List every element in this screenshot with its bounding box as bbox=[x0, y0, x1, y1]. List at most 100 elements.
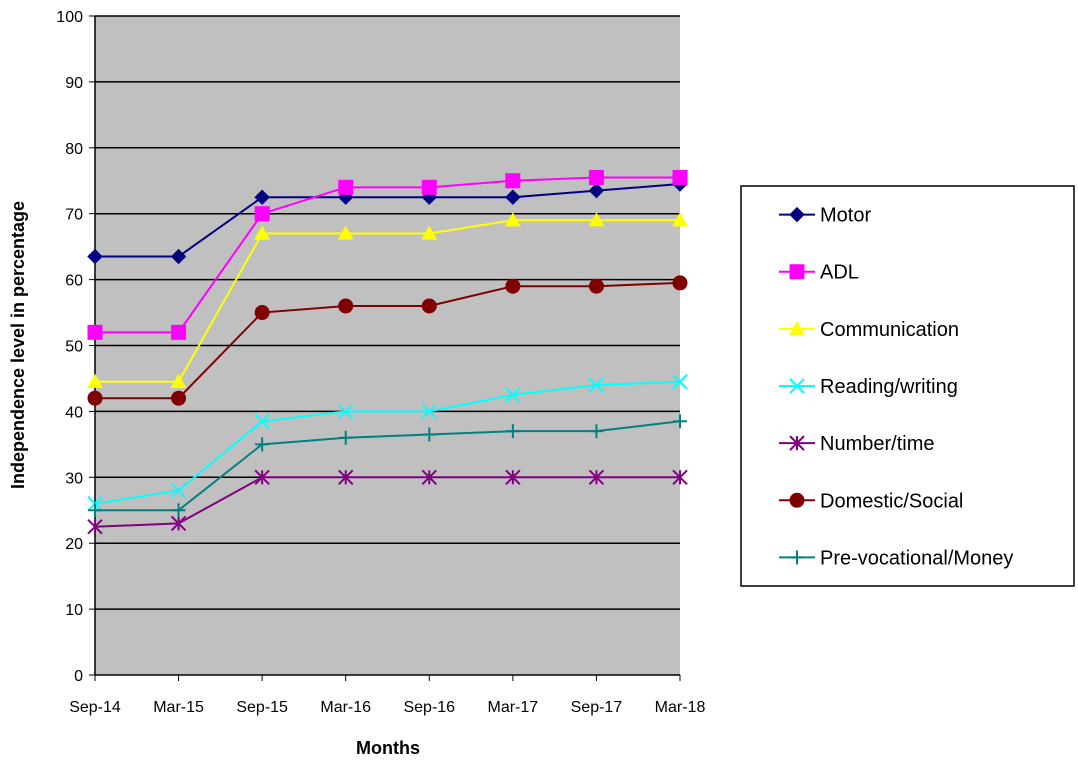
legend: Motor ADL Communication Reading/writing Numb… bbox=[779, 205, 1013, 569]
data-point-reading-writing bbox=[338, 403, 354, 420]
data-point-domestic-social bbox=[87, 390, 103, 406]
data-point-adl bbox=[588, 169, 604, 185]
series-adl bbox=[87, 169, 688, 340]
legend-label: Motor bbox=[820, 205, 871, 227]
y-tick-label: 20 bbox=[65, 536, 83, 553]
series-line-domestic-social bbox=[95, 281, 681, 400]
data-point-pre-vocational-money bbox=[338, 430, 353, 445]
data-point-domestic-social bbox=[421, 298, 437, 314]
data-point-number-time bbox=[338, 469, 354, 486]
legend-item-motor: Motor bbox=[779, 205, 871, 227]
y-tick-label: 100 bbox=[56, 9, 83, 26]
legend-item-domestic-social: Domestic/Social bbox=[779, 490, 963, 512]
x-tick-label: Sep-16 bbox=[403, 699, 455, 716]
data-point-domestic-social bbox=[254, 305, 270, 321]
series-line-communication bbox=[95, 219, 680, 383]
data-point-domestic-social bbox=[588, 278, 604, 294]
data-point-number-time bbox=[672, 469, 688, 486]
x-tick-label: Mar-15 bbox=[153, 699, 204, 716]
data-point-domestic-social bbox=[338, 298, 354, 314]
data-point-domestic-social bbox=[171, 390, 187, 406]
x-tick-label: Mar-16 bbox=[320, 699, 371, 716]
legend-marker bbox=[789, 206, 805, 223]
x-axis-title: Months bbox=[356, 738, 420, 758]
data-point-reading-writing-stroke bbox=[672, 374, 688, 390]
data-point-adl bbox=[171, 324, 187, 340]
data-point-pre-vocational-money bbox=[422, 427, 437, 442]
data-point-adl bbox=[505, 173, 521, 189]
legend-item-reading-writing: Reading/writing bbox=[779, 376, 958, 398]
data-point-motor bbox=[505, 189, 521, 205]
data-point-reading-writing bbox=[505, 387, 521, 403]
data-point-number-time bbox=[254, 469, 270, 486]
y-axis-title: Independence level in percentage bbox=[8, 201, 28, 489]
data-point-pre-vocational-money bbox=[589, 424, 604, 439]
data-point-communication bbox=[421, 225, 438, 240]
data-point-motor bbox=[254, 189, 270, 205]
data-point-communication bbox=[254, 225, 270, 240]
data-point-reading-writing bbox=[421, 403, 437, 420]
series-number-time bbox=[87, 469, 688, 535]
data-point-reading-writing-stroke bbox=[505, 387, 521, 403]
data-point-number-time bbox=[505, 469, 521, 486]
legend-label: Reading/writing bbox=[820, 376, 958, 398]
y-tick-label: 60 bbox=[65, 273, 83, 290]
data-point-communication bbox=[588, 212, 605, 227]
legend-item-communication: Communication bbox=[779, 319, 959, 341]
data-point-motor bbox=[170, 248, 187, 265]
series-group bbox=[87, 169, 688, 535]
series-domestic-social bbox=[87, 275, 688, 406]
y-tick-label: 80 bbox=[65, 141, 83, 158]
data-point-number-time bbox=[87, 519, 103, 535]
data-point-reading-writing bbox=[672, 374, 688, 390]
data-point-communication bbox=[505, 212, 521, 227]
data-point-reading-writing bbox=[170, 482, 187, 499]
x-tick-label: Mar-17 bbox=[488, 699, 539, 716]
axes: 0 10 20 30 40 50 60 70 80 90 100 Sep-14 Mar-15 Sep-15… bbox=[56, 9, 705, 716]
y-tick-label: 0 bbox=[74, 668, 83, 685]
data-point-communication bbox=[337, 225, 354, 240]
data-point-domestic-social bbox=[505, 278, 521, 294]
data-point-adl bbox=[672, 169, 688, 185]
legend-label: Domestic/Social bbox=[820, 490, 963, 512]
x-tick-label: Sep-14 bbox=[69, 699, 121, 716]
legend-item-number-time: Number/time bbox=[779, 433, 934, 455]
data-point-reading-writing bbox=[588, 377, 605, 393]
data-point-communication bbox=[170, 373, 187, 388]
series-line-pre-vocational-money bbox=[95, 420, 681, 512]
data-point-domestic-social bbox=[672, 275, 688, 291]
series-communication bbox=[87, 212, 688, 388]
legend-marker bbox=[789, 378, 805, 394]
series-line-reading-writing bbox=[94, 380, 681, 505]
data-point-pre-vocational-money bbox=[88, 503, 102, 518]
x-tick-label: Sep-15 bbox=[236, 699, 288, 716]
series-line-motor bbox=[95, 183, 681, 258]
series-line-number-time bbox=[94, 476, 680, 528]
legend-item-pre-vocational-money: Pre-vocational/Money bbox=[779, 547, 1013, 569]
y-tick-label: 40 bbox=[65, 404, 83, 421]
y-tick-label: 10 bbox=[65, 602, 83, 619]
data-point-reading-writing-stroke bbox=[588, 377, 605, 393]
legend-label: Number/time bbox=[820, 433, 934, 455]
data-point-communication bbox=[87, 373, 103, 388]
legend-item-adl: ADL bbox=[779, 262, 859, 284]
data-point-motor bbox=[588, 182, 605, 199]
legend-label: ADL bbox=[820, 262, 859, 284]
legend-label: Pre-vocational/Money bbox=[820, 547, 1013, 569]
data-point-motor bbox=[87, 248, 103, 265]
y-tick-label: 50 bbox=[65, 339, 83, 356]
data-point-reading-writing-stroke bbox=[254, 413, 270, 429]
data-point-reading-writing-stroke bbox=[338, 403, 354, 420]
legend-label: Communication bbox=[820, 319, 959, 341]
data-point-pre-vocational-money bbox=[505, 424, 520, 439]
data-point-adl bbox=[87, 324, 103, 340]
series-pre-vocational-money bbox=[88, 414, 687, 518]
data-point-reading-writing-stroke bbox=[170, 482, 187, 499]
data-point-number-time bbox=[170, 515, 187, 532]
data-point-reading-writing-stroke bbox=[421, 403, 437, 420]
data-point-number-time bbox=[421, 469, 437, 486]
data-point-adl bbox=[254, 206, 270, 222]
data-point-number-time bbox=[588, 469, 605, 486]
x-tick-label: Mar-18 bbox=[655, 699, 706, 716]
